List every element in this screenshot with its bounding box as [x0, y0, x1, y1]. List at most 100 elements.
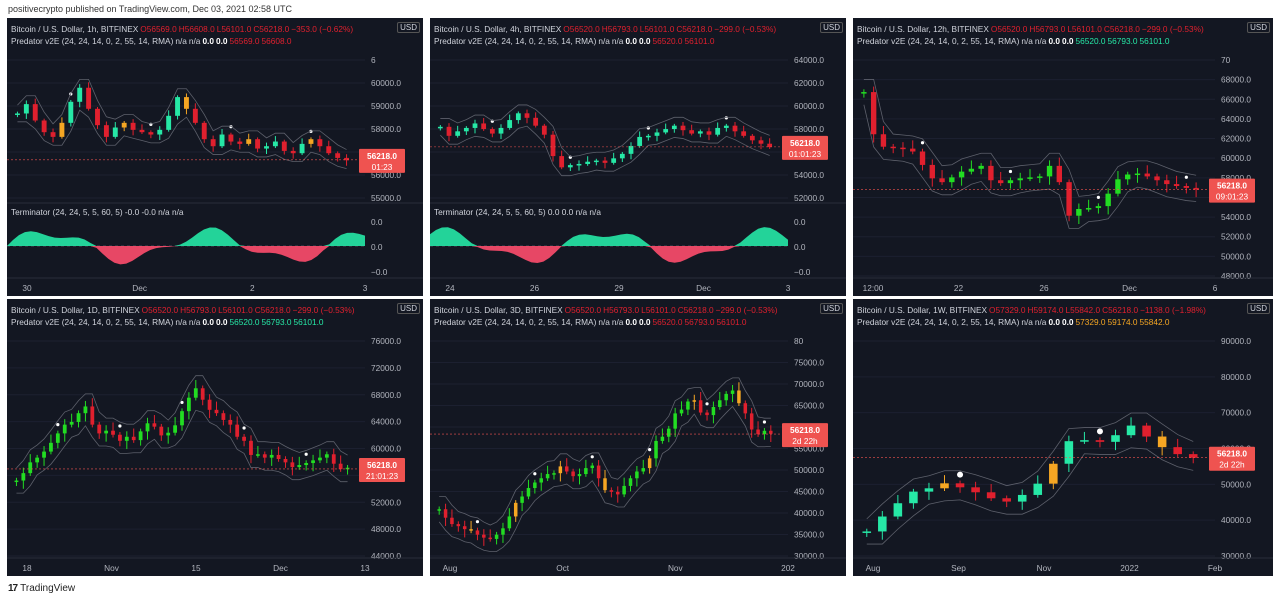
candle: [214, 409, 219, 414]
candle: [619, 153, 625, 159]
candle: [667, 428, 671, 437]
candle: [138, 431, 143, 441]
y-tick-label: 65000.0: [794, 401, 824, 411]
currency-badge[interactable]: USD: [397, 22, 420, 33]
chart-svg-2: 64000.062000.060000.058000.056000.054000…: [430, 55, 846, 293]
ohlc-chg: −1138.0 (−1.98%): [1140, 305, 1206, 315]
candle: [166, 115, 172, 130]
ohlc-chg: −299.0 (−0.53%): [714, 24, 777, 34]
currency-badge[interactable]: USD: [397, 303, 420, 314]
indicator-value: n/a: [1034, 36, 1047, 46]
y-tick-label: 75000.0: [794, 358, 824, 368]
candle: [949, 177, 955, 183]
y-tick-label: 45000.0: [794, 487, 824, 497]
candle: [622, 485, 626, 495]
candle: [324, 454, 329, 458]
candle: [77, 87, 83, 102]
candle: [955, 483, 965, 488]
indicator-value: 56101.0: [293, 317, 324, 327]
currency-badge[interactable]: USD: [1247, 22, 1270, 33]
candle: [472, 123, 478, 128]
candle: [660, 436, 665, 441]
last-price-tag: [782, 423, 828, 448]
chart-title: Bitcoin / U.S. Dollar, 1D, BITFINEX: [11, 305, 140, 315]
candle: [175, 97, 180, 116]
oscillator-positive-area: [430, 227, 788, 246]
currency-badge[interactable]: USD: [1247, 303, 1270, 314]
candle: [297, 465, 302, 468]
y-tick-label: 60000.0: [371, 78, 401, 88]
y-tick-label: 55000.0: [794, 444, 824, 454]
indicator-row: Predator v2E (24, 24, 14, 0, 2, 55, 14, …: [434, 317, 749, 327]
candle: [193, 388, 198, 398]
chart-panel-6[interactable]: 90000.080000.070000.060000.050000.040000…: [853, 299, 1273, 576]
indicator-value: 0.0: [638, 317, 651, 327]
candle: [1111, 435, 1120, 442]
oscillator-positive-area: [7, 227, 365, 246]
indicator-row: Predator v2E (24, 24, 14, 0, 2, 55, 14, …: [857, 317, 1172, 327]
candle: [69, 421, 74, 425]
candle: [41, 120, 47, 133]
candle: [533, 117, 539, 126]
candle: [723, 125, 729, 128]
candle: [698, 400, 703, 413]
chart-panel-3[interactable]: 70 68000.0 66000.0 64000.0 62000.0 60000.0 580…: [853, 18, 1273, 296]
candle: [749, 135, 755, 141]
candle: [1027, 177, 1033, 179]
y-tick-label: 6: [371, 55, 376, 65]
candle: [507, 120, 513, 128]
chart-panel-2[interactable]: 64000.062000.060000.058000.056000.054000…: [430, 18, 846, 296]
currency-badge[interactable]: USD: [820, 22, 843, 33]
candle: [59, 122, 65, 137]
candle: [711, 407, 716, 416]
indicator-value: 56793.0: [1107, 36, 1138, 46]
candle: [494, 534, 499, 539]
ohlc-l: L56101.0: [641, 305, 676, 315]
candle: [647, 458, 652, 469]
indicator-value: 56520.0: [652, 36, 683, 46]
candle: [304, 463, 309, 466]
indicator-value: n/a: [1021, 36, 1033, 46]
candle: [104, 430, 109, 434]
x-tick-label: 22: [954, 283, 964, 293]
candle: [1144, 173, 1150, 177]
chart-panel-4[interactable]: 76000.072000.068000.064000.060000.056000…: [7, 299, 423, 576]
chart-svg-6: 90000.080000.070000.060000.050000.040000…: [853, 336, 1273, 573]
ohlc-chg: −299.0 (−0.53%): [292, 305, 355, 315]
candle: [112, 127, 118, 137]
indicator-value: 56520.0: [652, 317, 683, 327]
signal-dot: [1096, 195, 1100, 199]
ohlc-h: H56793.0: [1029, 24, 1066, 34]
candle: [118, 434, 122, 441]
candle: [219, 134, 225, 147]
band-upper: [439, 377, 771, 526]
candle: [23, 104, 29, 114]
signal-dot: [1184, 175, 1188, 179]
ohlc-o: O57329.0: [989, 305, 1026, 315]
candle: [335, 153, 341, 158]
candle: [462, 526, 467, 530]
y-tick-label: 90000.0: [1221, 336, 1251, 346]
candle: [603, 478, 607, 491]
candle: [272, 141, 278, 147]
candle: [520, 496, 524, 503]
candle: [148, 132, 154, 135]
band-lower: [16, 409, 348, 494]
chart-title: Bitcoin / U.S. Dollar, 1W, BITFINEX: [857, 305, 988, 315]
signal-dot: [920, 141, 925, 145]
sub-y-tick-label: −0.0: [371, 267, 388, 277]
x-tick-label: 202: [781, 563, 795, 573]
chart-panel-5[interactable]: 8075000.070000.065000.060000.055000.0500…: [430, 299, 846, 576]
sub-y-tick-label: 0.0: [794, 217, 806, 227]
chart-title-row: Bitcoin / U.S. Dollar, 4h, BITFINEX O5652…: [434, 24, 778, 34]
ohlc-o: O56520.0: [564, 305, 602, 315]
signal-dot: [957, 471, 964, 478]
candle: [228, 134, 234, 142]
chart-panel-1[interactable]: 660000.059000.058000.057000.056000.05500…: [7, 18, 423, 296]
last-price-label: 56218.0: [367, 460, 397, 470]
chart-title-row: Bitcoin / U.S. Dollar, 3D, BITFINEX O5652…: [434, 305, 779, 315]
signal-dot: [590, 455, 594, 459]
currency-badge[interactable]: USD: [820, 303, 843, 314]
candle: [1017, 494, 1027, 502]
ohlc-l: L56101.0: [639, 24, 675, 34]
